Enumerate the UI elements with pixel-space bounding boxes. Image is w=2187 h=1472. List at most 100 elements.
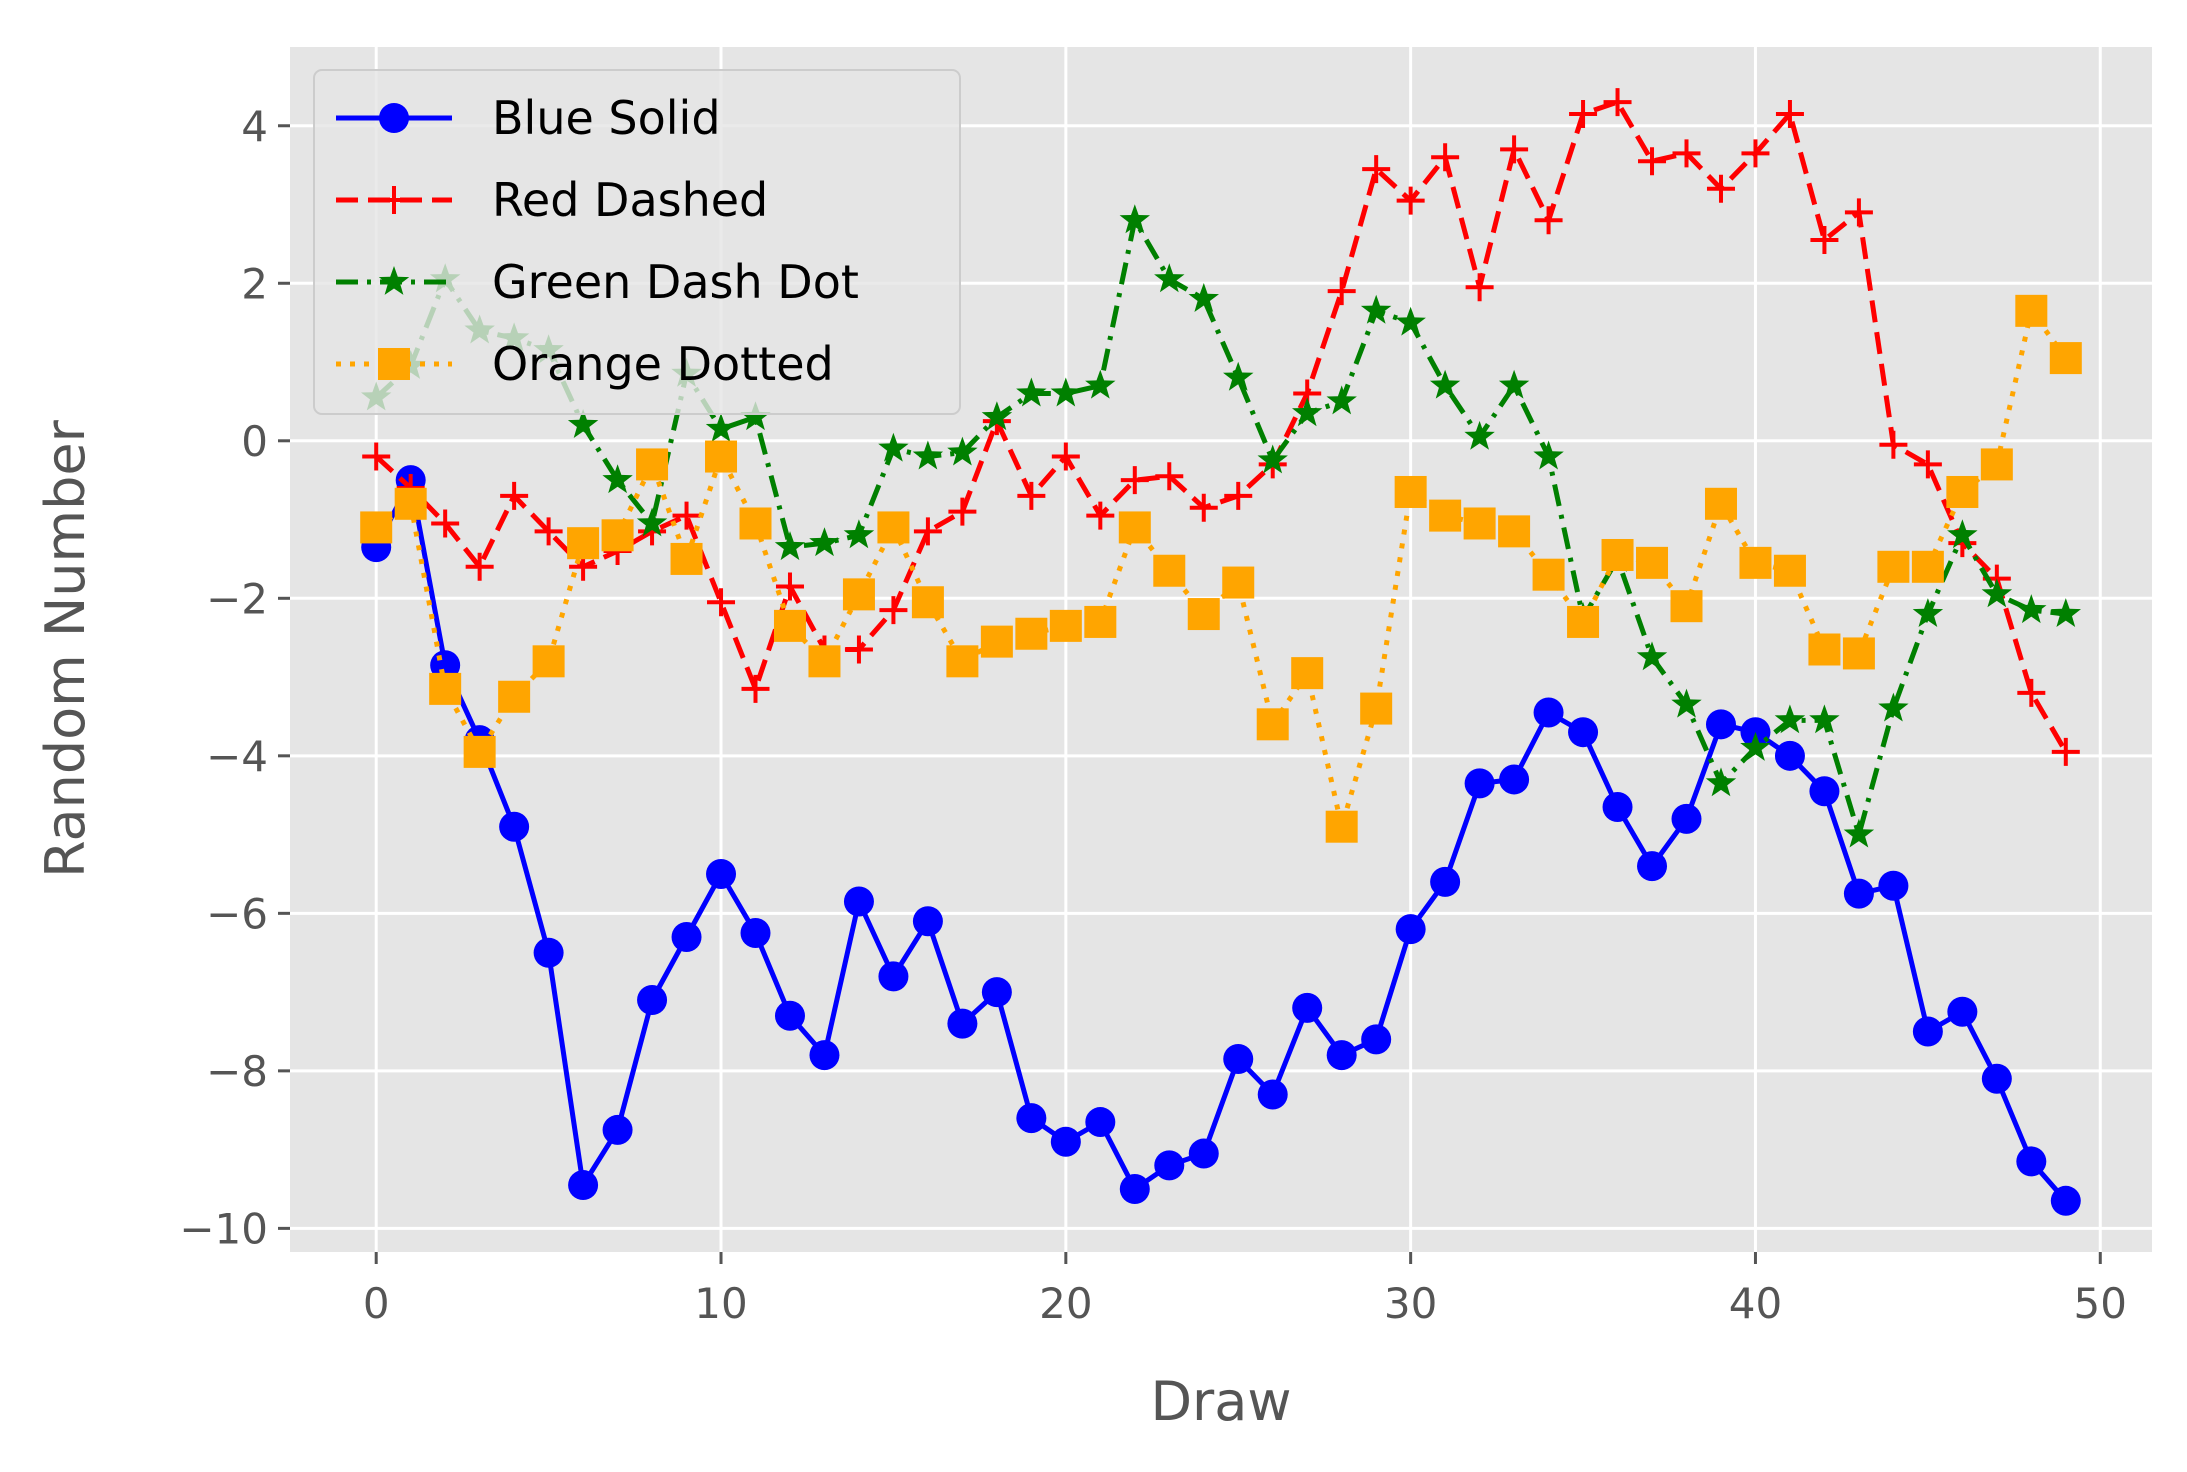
point-orange-dotted: [360, 511, 393, 544]
point-green-dash-dot: [1809, 704, 1840, 734]
point-green-dash-dot: [1464, 420, 1495, 450]
point-red-dashed: [1396, 186, 1425, 215]
point-blue-solid: [706, 858, 737, 889]
point-red-dashed: [1431, 143, 1460, 172]
legend-label-green-dash-dot: Green Dash Dot: [492, 255, 859, 309]
point-blue-solid: [1292, 992, 1323, 1023]
point-green-dash-dot: [2016, 594, 2047, 624]
point-blue-solid: [912, 906, 943, 937]
grid-lines: [290, 47, 2152, 1252]
point-orange-dotted: [1325, 810, 1358, 843]
point-red-dashed: [1155, 462, 1184, 491]
y-tick-label: 2: [241, 259, 268, 308]
point-orange-dotted: [1187, 598, 1220, 631]
point-orange-dotted: [1532, 558, 1565, 591]
point-red-dashed: [741, 674, 770, 703]
point-blue-solid: [1430, 866, 1461, 897]
point-orange-dotted: [1567, 605, 1600, 638]
point-blue-solid: [533, 937, 564, 968]
point-orange-dotted: [567, 527, 600, 560]
point-orange-dotted: [1256, 708, 1289, 741]
legend-entry-orange-dotted: Orange Dotted: [336, 337, 834, 391]
point-green-dash-dot: [1119, 204, 1150, 234]
x-axis-label: Draw: [1150, 1370, 1291, 1433]
point-red-dashed: [707, 588, 736, 617]
point-red-dashed: [1189, 493, 1218, 522]
y-tick-label: −4: [206, 732, 268, 781]
point-green-dash-dot: [912, 440, 944, 470]
point-red-dashed: [1638, 147, 1667, 176]
point-green-dash-dot: [1429, 369, 1461, 399]
point-green-dash-dot: [602, 464, 633, 494]
point-orange-dotted: [911, 586, 944, 619]
y-tick-label: −6: [206, 889, 268, 938]
legend-label-orange-dotted: Orange Dotted: [492, 337, 834, 391]
point-red-dashed: [1086, 501, 1115, 530]
y-tick-label: −8: [206, 1047, 268, 1096]
point-orange-dotted: [670, 542, 703, 575]
point-red-dashed: [465, 552, 494, 581]
point-red-dashed: [1913, 450, 1942, 479]
point-blue-solid: [947, 1008, 978, 1039]
point-blue-solid: [1016, 1103, 1047, 1134]
point-orange-dotted: [463, 735, 496, 768]
point-orange-dotted: [946, 645, 979, 678]
point-orange-dotted: [2049, 342, 2082, 375]
x-tick-label: 40: [1729, 1279, 1782, 1328]
point-blue-solid: [1878, 870, 1909, 901]
point-blue-solid: [2016, 1146, 2047, 1177]
legend-box: [313, 69, 961, 415]
point-green-dash-dot: [1223, 361, 1254, 391]
point-blue-solid: [1326, 1040, 1357, 1071]
point-green-dash-dot: [1774, 704, 1806, 734]
point-blue-solid: [1912, 1016, 1943, 1047]
point-orange-dotted: [1636, 546, 1669, 579]
point-green-dash-dot: [1395, 306, 1426, 336]
point-green-dash-dot: [1740, 731, 1771, 761]
point-red-dashed: [1465, 273, 1494, 302]
point-orange-dotted: [2015, 294, 2048, 327]
x-tick-label: 0: [363, 1279, 390, 1328]
point-orange-dotted: [1084, 605, 1117, 638]
point-orange-dotted: [1946, 475, 1979, 508]
point-blue-solid: [1050, 1126, 1081, 1157]
point-blue-solid: [981, 977, 1012, 1008]
series-line-red-dashed: [374, 99, 2068, 754]
series-blue-solid: [361, 465, 2081, 1216]
point-green-dash-dot: [1705, 767, 1737, 797]
point-orange-dotted: [498, 680, 531, 713]
point-blue-solid: [1533, 697, 1564, 728]
point-orange-dotted: [1429, 499, 1462, 532]
point-orange-dotted: [1601, 538, 1634, 571]
point-blue-solid: [2050, 1185, 2081, 1216]
point-blue-solid: [1085, 1107, 1116, 1138]
point-green-dash-dot: [705, 413, 737, 442]
point-blue-solid: [1257, 1079, 1288, 1110]
point-blue-solid: [1774, 740, 1805, 771]
point-blue-solid: [1981, 1063, 2012, 1094]
point-green-dash-dot: [740, 401, 771, 431]
point-blue-solid: [1671, 803, 1702, 834]
point-green-dash-dot: [1016, 377, 1047, 407]
x-tick-label: 10: [694, 1279, 747, 1328]
point-red-dashed: [2051, 737, 2080, 766]
point-orange-dotted: [1739, 546, 1772, 579]
point-green-dash-dot: [1947, 519, 1978, 549]
legend-label-red-dashed: Red Dashed: [492, 173, 768, 227]
point-green-dash-dot: [1050, 377, 1082, 407]
point-blue-solid: [637, 984, 668, 1015]
point-green-dash-dot: [843, 519, 875, 549]
point-blue-solid: [878, 961, 909, 992]
point-green-dash-dot: [878, 432, 909, 462]
point-orange-dotted: [394, 487, 427, 520]
point-green-dash-dot: [1671, 688, 1702, 718]
point-orange-dotted: [429, 672, 462, 705]
point-orange-dotted: [1704, 487, 1737, 520]
point-red-dashed: [1224, 481, 1253, 510]
point-red-dashed: [2017, 678, 2046, 707]
point-red-dashed: [1534, 206, 1563, 235]
point-green-dash-dot: [1085, 369, 1116, 399]
point-red-dashed: [672, 501, 701, 530]
